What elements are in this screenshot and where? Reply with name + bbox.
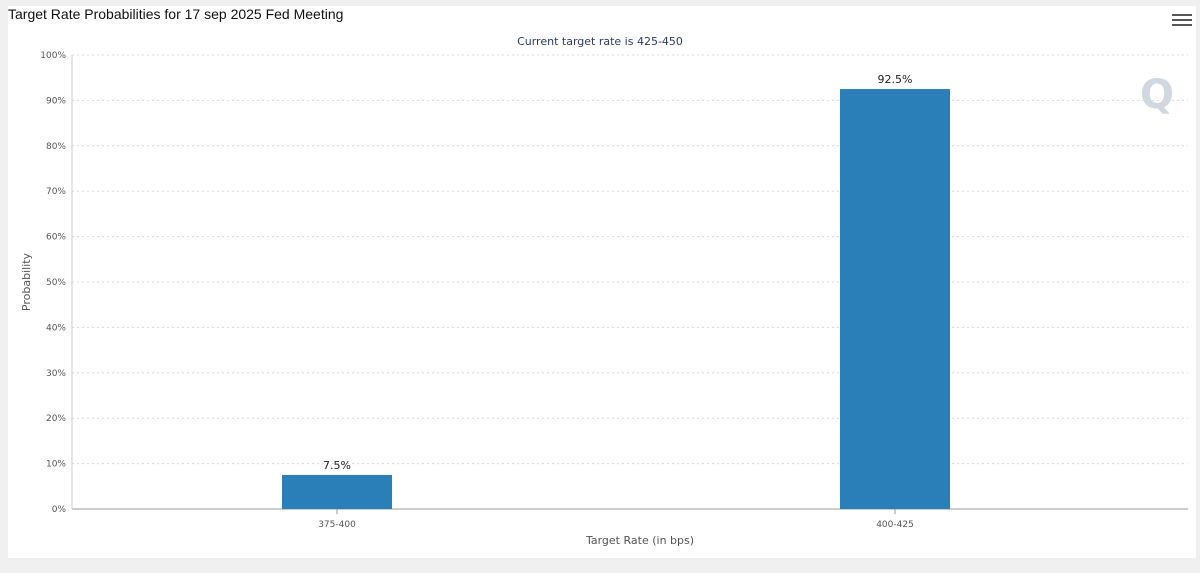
y-axis-ticks: 0% 10% 20% 30% 40% 50% 60% 70% 80% 90% 100% [40, 51, 66, 515]
y-tick-label: 60% [46, 233, 66, 243]
x-tick-label: 400-425 [876, 520, 914, 530]
chart-title: Target Rate Probabilities for 17 sep 202… [8, 6, 344, 22]
y-tick-label: 40% [46, 323, 66, 333]
y-tick-label: 20% [46, 414, 66, 424]
x-axis-label: Target Rate (in bps) [585, 534, 694, 547]
bar-375-400[interactable] [282, 474, 392, 509]
y-tick-label: 90% [46, 96, 66, 106]
y-tick-label: 10% [46, 460, 66, 470]
chart-subtitle: Current target rate is 425-450 [517, 35, 683, 48]
x-axis-ticks: 375-400 400-425 [318, 509, 914, 530]
watermark-logo: Q [1140, 72, 1175, 118]
y-tick-label: 100% [40, 51, 66, 61]
y-tick-label: 50% [46, 278, 66, 288]
y-axis-label: Probability [20, 252, 33, 311]
y-tick-label: 70% [46, 187, 66, 197]
hamburger-menu-icon[interactable] [1172, 12, 1192, 28]
y-tick-label: 80% [46, 142, 66, 152]
y-tick-label: 0% [52, 505, 67, 515]
grid-lines [71, 54, 1188, 510]
data-label: 92.5% [878, 73, 913, 86]
data-label: 7.5% [323, 459, 351, 472]
bar-400-425[interactable] [840, 89, 950, 510]
x-tick-label: 375-400 [318, 520, 356, 530]
bars: 7.5% 92.5% [282, 73, 950, 510]
y-tick-label: 30% [46, 369, 66, 379]
